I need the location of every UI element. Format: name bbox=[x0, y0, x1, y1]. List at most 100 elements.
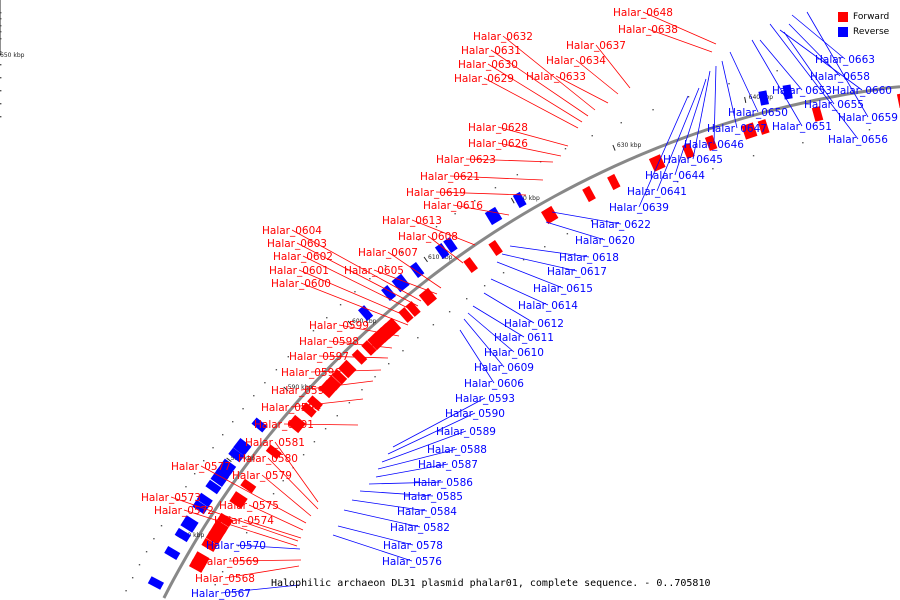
minor-tick bbox=[176, 499, 179, 501]
minor-tick bbox=[868, 129, 871, 131]
minor-tick bbox=[242, 408, 244, 410]
minor-tick bbox=[502, 272, 505, 274]
minor-tick bbox=[384, 265, 387, 267]
forward-gene-block bbox=[398, 307, 414, 323]
reverse-gene-leader-line bbox=[674, 78, 707, 176]
reverse-gene-label: Halar_0576 bbox=[382, 556, 442, 568]
forward-gene-label: Halar_0595 bbox=[271, 385, 331, 397]
reverse-gene-label: Halar_0663 bbox=[815, 54, 875, 66]
forward-gene-leader-line bbox=[248, 504, 304, 531]
reverse-gene-label: Halar_0589 bbox=[436, 426, 496, 438]
reverse-gene-leader-line bbox=[759, 39, 803, 91]
minor-tick bbox=[222, 434, 224, 436]
forward-gene-block bbox=[375, 327, 391, 343]
minor-tick bbox=[676, 181, 679, 183]
reverse-gene-label: Halar_0590 bbox=[445, 408, 505, 420]
forward-gene-leader-line bbox=[555, 75, 609, 104]
forward-gene-leader-line bbox=[291, 229, 422, 302]
minor-tick bbox=[0, 116, 2, 118]
forward-gene-leader-line bbox=[452, 204, 510, 216]
reverse-gene-block bbox=[233, 438, 252, 456]
forward-gene-leader-line bbox=[647, 28, 713, 53]
forward-gene-leader-line bbox=[300, 380, 374, 391]
minor-tick bbox=[0, 18, 2, 20]
reverse-gene-leader-line bbox=[769, 23, 859, 140]
forward-gene-leader-line bbox=[497, 126, 569, 147]
reverse-gene-block bbox=[164, 546, 181, 560]
reverse-gene-block bbox=[434, 243, 450, 259]
legend-forward: Forward bbox=[838, 9, 889, 24]
forward-gene-block bbox=[189, 559, 206, 573]
reverse-gene-leader-line bbox=[351, 499, 428, 512]
minor-tick bbox=[417, 337, 419, 339]
minor-tick bbox=[237, 545, 240, 547]
minor-tick bbox=[282, 480, 284, 482]
minor-tick bbox=[264, 382, 266, 384]
reverse-gene-leader-line bbox=[545, 221, 606, 241]
forward-gene-block bbox=[488, 240, 503, 256]
forward-gene-block bbox=[405, 301, 421, 317]
minor-tick bbox=[0, 38, 2, 40]
minor-tick bbox=[454, 213, 456, 215]
reverse-gene-label: Halar_0618 bbox=[559, 252, 619, 264]
forward-gene-label: Halar_0634 bbox=[546, 55, 606, 67]
reverse-gene-leader-line bbox=[343, 509, 421, 528]
forward-gene-label: Halar_0574 bbox=[214, 515, 274, 527]
minor-tick bbox=[336, 415, 338, 417]
forward-gene-label: Halar_0602 bbox=[273, 251, 333, 263]
forward-gene-label: Halar_0581 bbox=[245, 437, 305, 449]
minor-tick bbox=[263, 506, 265, 508]
reverse-gene-block bbox=[251, 417, 268, 433]
forward-gene-leader-line bbox=[261, 474, 312, 517]
forward-gene-block bbox=[229, 491, 248, 509]
minor-tick bbox=[544, 246, 546, 248]
reverse-gene-label: Halar_0644 bbox=[645, 170, 705, 182]
reverse-gene-leader-line bbox=[806, 11, 869, 118]
forward-gene-label: Halar_0621 bbox=[420, 171, 480, 183]
minor-tick bbox=[374, 376, 376, 378]
forward-gene-label: Halar_0572 bbox=[154, 505, 214, 517]
forward-gene-block bbox=[418, 287, 437, 307]
forward-gene-label: Halar_0601 bbox=[269, 265, 329, 277]
map-caption: Halophilic archaeon DL31 plasmid phalar0… bbox=[271, 578, 711, 589]
minor-tick bbox=[620, 122, 622, 124]
forward-gene-label: Halar_0613 bbox=[382, 215, 442, 227]
forward-gene-leader-line bbox=[283, 423, 359, 426]
forward-gene-label: Halar_0568 bbox=[195, 573, 255, 585]
forward-gene-block bbox=[811, 106, 824, 122]
forward-gene-leader-line bbox=[228, 559, 302, 562]
reverse-gene-leader-line bbox=[381, 430, 467, 463]
reverse-gene-leader-line bbox=[392, 397, 486, 448]
reverse-gene-label: Halar_0588 bbox=[427, 444, 487, 456]
minor-tick bbox=[203, 460, 205, 462]
minor-tick bbox=[221, 571, 224, 573]
reverse-gene-leader-line bbox=[483, 292, 535, 324]
reverse-gene-leader-line bbox=[496, 261, 564, 289]
forward-gene-leader-line bbox=[575, 59, 619, 95]
minor-tick bbox=[590, 220, 593, 222]
reverse-gene-leader-line bbox=[721, 60, 738, 129]
forward-gene-block bbox=[338, 359, 357, 379]
minor-tick bbox=[652, 109, 654, 111]
forward-gene-block bbox=[704, 135, 718, 151]
reverse-gene-leader-line bbox=[375, 463, 449, 478]
minor-tick bbox=[313, 441, 316, 443]
forward-gene-block bbox=[757, 119, 770, 135]
reverse-gene-label: Halar_0606 bbox=[464, 378, 524, 390]
minor-tick bbox=[0, 90, 2, 92]
scale-tick-label: 620 kbp bbox=[515, 195, 540, 202]
forward-gene-label: Halar_0575 bbox=[219, 500, 279, 512]
minor-tick bbox=[0, 31, 2, 33]
reverse-gene-leader-line bbox=[359, 490, 434, 497]
reverse-gene-leader-line bbox=[551, 211, 622, 225]
minor-tick bbox=[752, 155, 755, 157]
reverse-gene-leader-line bbox=[337, 525, 414, 546]
forward-gene-leader-line bbox=[302, 255, 415, 312]
reverse-gene-label: Halar_0617 bbox=[547, 266, 607, 278]
forward-gene-label: Halar_0632 bbox=[473, 31, 533, 43]
forward-gene-label: Halar_0626 bbox=[468, 138, 528, 150]
scale-tick-label: 610 kbp bbox=[428, 254, 453, 261]
forward-gene-leader-line bbox=[411, 219, 476, 246]
minor-tick bbox=[432, 324, 435, 326]
minor-tick bbox=[361, 389, 363, 391]
